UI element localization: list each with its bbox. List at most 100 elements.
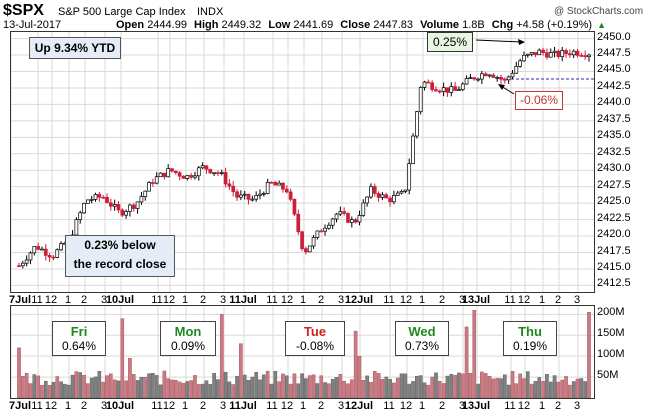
candle-body bbox=[288, 191, 293, 200]
volume-y-tick-label: 50M bbox=[597, 369, 619, 382]
price-x-tick-label: 2 bbox=[438, 294, 446, 306]
volume-bar bbox=[438, 380, 442, 398]
volume-bar bbox=[105, 375, 109, 398]
candle-body bbox=[575, 50, 580, 56]
volume-bar bbox=[330, 378, 335, 398]
volume-bar bbox=[418, 375, 423, 398]
volume-bar bbox=[21, 375, 25, 398]
candle-body bbox=[258, 193, 262, 196]
volume-x-tick-label: 12 bbox=[517, 400, 531, 412]
candle-body bbox=[185, 175, 190, 179]
volume-bar bbox=[101, 381, 105, 398]
volume-bar bbox=[273, 370, 278, 398]
price-x-tick-label: 11 bbox=[266, 294, 278, 306]
candle-body bbox=[28, 252, 33, 261]
volume-bar bbox=[411, 381, 415, 398]
volume-bar bbox=[284, 375, 289, 398]
symbol: $SPX bbox=[3, 2, 44, 19]
day-box-tue: Tue -0.08% bbox=[285, 321, 345, 356]
candle-body bbox=[300, 231, 304, 249]
candle-body bbox=[269, 181, 274, 184]
volume-bar bbox=[483, 373, 488, 398]
volume-bar bbox=[112, 379, 117, 398]
index-name: S&P 500 Large Cap Index bbox=[58, 6, 186, 18]
day-box-mon-label: Mon bbox=[174, 324, 202, 339]
volume-x-tick-label: 1 bbox=[538, 400, 546, 412]
candle-body bbox=[430, 82, 435, 90]
volume-bar bbox=[415, 375, 419, 398]
volume-x-tick-label: 11 bbox=[266, 400, 278, 412]
candle-body bbox=[246, 193, 251, 200]
candle-body bbox=[380, 194, 385, 198]
price-x-tick-label: 2 bbox=[554, 294, 562, 306]
volume-bar bbox=[399, 373, 404, 398]
close-label: Close bbox=[340, 19, 371, 31]
volume-bar bbox=[40, 384, 44, 398]
volume-bar bbox=[262, 374, 266, 398]
candle-body bbox=[59, 243, 63, 251]
price-x-tick-label: 11 bbox=[151, 294, 163, 306]
volume-bar bbox=[338, 374, 343, 398]
candle-body bbox=[418, 87, 423, 113]
volume-bar bbox=[116, 380, 121, 398]
volume-y-tick-label: 200M bbox=[597, 306, 625, 319]
candle-body bbox=[307, 245, 312, 253]
candle-body bbox=[170, 168, 174, 172]
open-label: Open bbox=[116, 19, 145, 31]
candle-body bbox=[277, 182, 281, 186]
open-value: 2444.99 bbox=[147, 19, 187, 31]
volume-x-tick-label: 12 bbox=[280, 400, 294, 412]
volume-bar bbox=[59, 381, 63, 398]
candle-body bbox=[334, 213, 339, 220]
price-x-tick-label: 12 bbox=[280, 294, 294, 306]
day-box-thu-label: Thu bbox=[518, 324, 542, 339]
candle-body bbox=[434, 89, 438, 92]
volume-bar bbox=[510, 370, 515, 398]
candle-body bbox=[453, 86, 457, 91]
day-box-fri-value: 0.64% bbox=[61, 339, 97, 353]
volume-bar bbox=[533, 381, 538, 398]
volume-bar bbox=[154, 375, 159, 398]
price-x-tick-label: 11 bbox=[383, 294, 395, 306]
price-y-tick-label: 2415.0 bbox=[597, 260, 631, 273]
candle-body bbox=[212, 172, 216, 175]
volume-x-tick-label: 3 bbox=[337, 400, 345, 412]
volume-bar bbox=[361, 380, 366, 398]
volume-bar bbox=[506, 384, 511, 398]
day-box-tue-label: Tue bbox=[303, 324, 327, 339]
volume-bar bbox=[388, 378, 392, 398]
candle-body bbox=[223, 172, 228, 185]
volume-x-tick-label: 2 bbox=[317, 400, 325, 412]
ytd-box: Up 9.34% YTD bbox=[29, 37, 121, 59]
volume-bar bbox=[93, 376, 98, 398]
price-x-tick-label: 13Jul bbox=[461, 294, 491, 306]
volume-bar bbox=[223, 371, 228, 398]
volume-x-tick-label: 1 bbox=[64, 400, 72, 412]
volume-bar bbox=[120, 318, 125, 398]
candle-body bbox=[47, 255, 52, 258]
day-box-fri: Fri 0.64% bbox=[52, 321, 106, 356]
volume-x-tick-label: 1 bbox=[418, 400, 426, 412]
price-y-tick-label: 2447.5 bbox=[597, 47, 631, 60]
price-x-tick-label: 11Jul bbox=[229, 294, 257, 306]
candle-body bbox=[323, 227, 327, 232]
candle-body bbox=[166, 168, 171, 178]
price-x-tick-label: 10Jul bbox=[105, 294, 135, 306]
volume-x-tick-label: 1 bbox=[181, 400, 189, 412]
volume-x-tick-label: 2 bbox=[199, 400, 207, 412]
candle-body bbox=[545, 52, 549, 58]
price-x-tick-label: 2 bbox=[80, 294, 88, 306]
volume-bar bbox=[453, 375, 457, 398]
volume-x-tick-label: 11 bbox=[504, 400, 516, 412]
volume-bar bbox=[265, 370, 270, 398]
volume-bar bbox=[315, 383, 320, 398]
volume-bar bbox=[307, 375, 312, 398]
volume-x-tick-label: 12Jul bbox=[344, 400, 374, 412]
volume-x-tick-label: 2 bbox=[80, 400, 88, 412]
volume-bar bbox=[571, 381, 576, 398]
candle-body bbox=[457, 89, 461, 91]
volume-x-tick-label: 11Jul bbox=[229, 400, 257, 412]
volume-bar bbox=[522, 378, 526, 398]
candle-body bbox=[319, 230, 324, 233]
candle-body bbox=[219, 172, 224, 174]
